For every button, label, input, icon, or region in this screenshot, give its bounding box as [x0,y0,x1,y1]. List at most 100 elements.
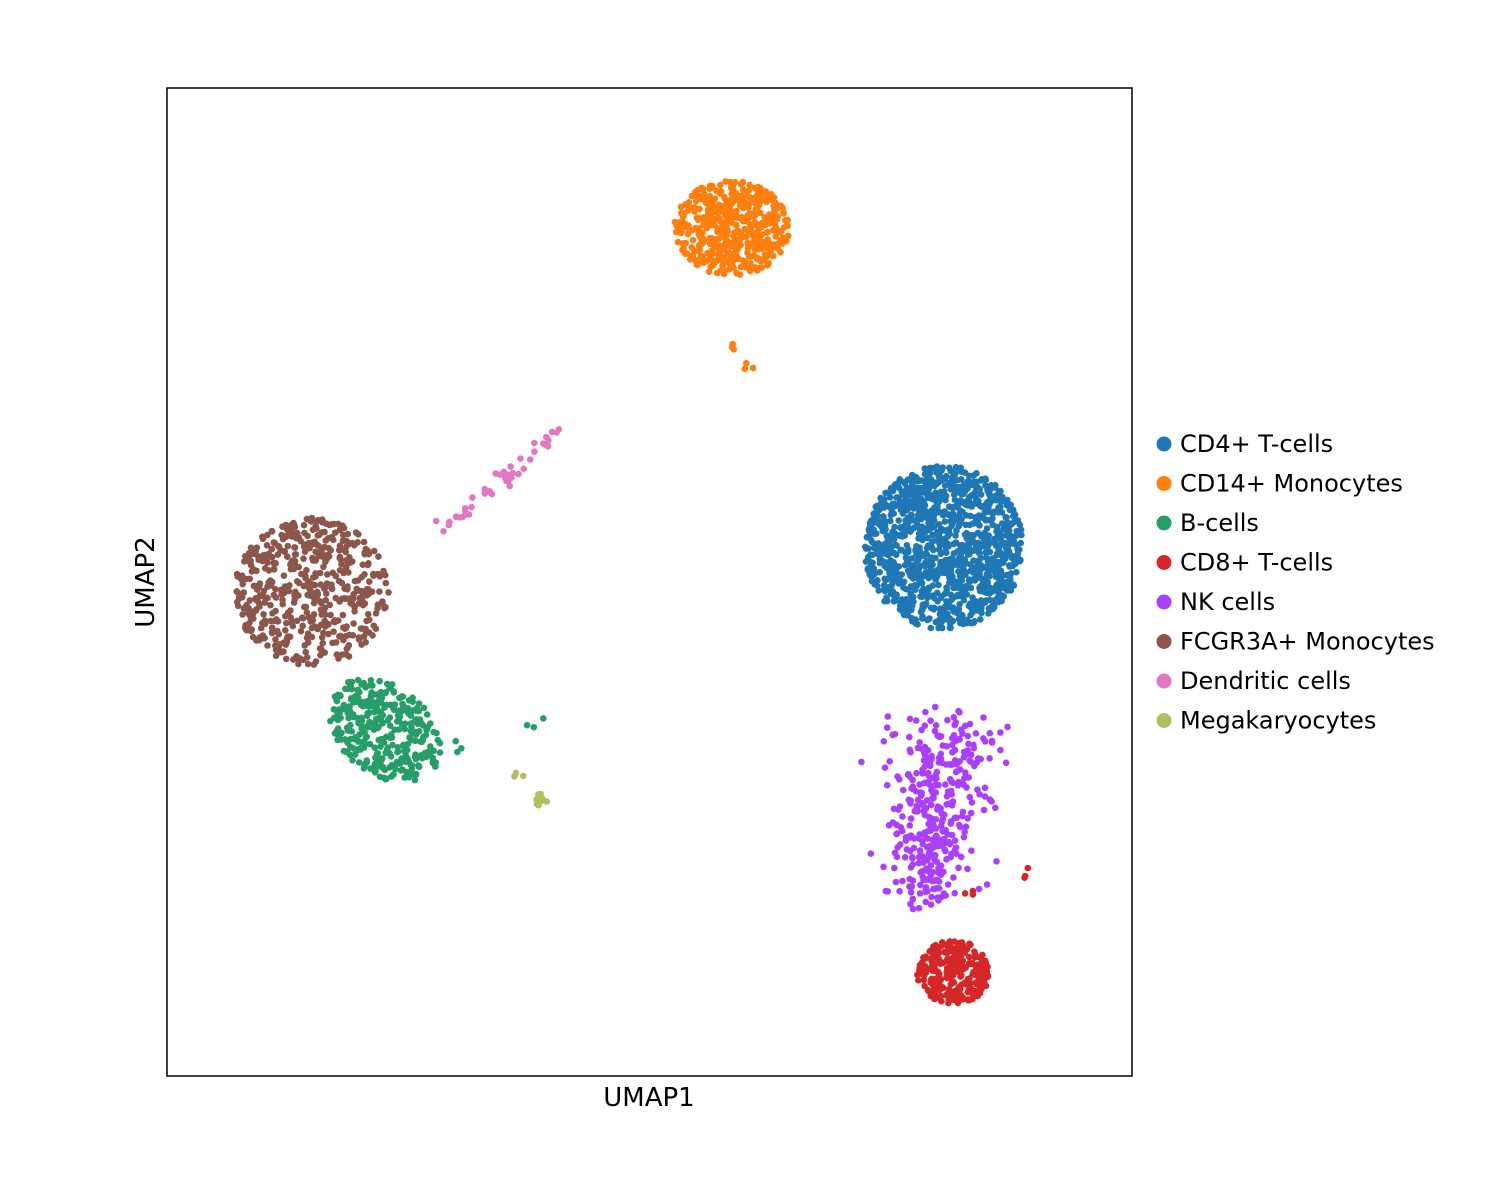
point-cd8-t-cells [972,979,980,986]
point-cd14-monocytes [744,218,751,225]
point-cd4-t-cells [990,562,997,570]
point-cd14-monocytes [696,231,704,239]
point-cd14-monocytes [771,208,778,215]
point-b-cells [423,726,430,734]
point-b-cells [355,746,363,753]
point-cd14-monocytes [696,246,703,254]
point-fcgr3a-monocytes [240,605,248,612]
point-fcgr3a-monocytes [297,627,305,635]
point-cd4-t-cells [918,532,925,539]
point-cd8-t-cells [930,950,937,958]
legend-label: FCGR3A+ Monocytes [1180,628,1435,656]
point-b-cells [360,702,368,709]
legend-marker [1156,594,1172,610]
point-cd4-t-cells [914,502,921,510]
point-cd8-t-cells [929,967,937,975]
point-fcgr3a-monocytes [304,581,311,588]
point-nk-cells [881,764,889,771]
point-nk-cells [880,863,887,871]
point-b-cells [407,720,415,727]
point-fcgr3a-monocytes [301,642,309,649]
point-fcgr3a-monocytes [345,569,352,576]
point-nk-cells [921,831,929,839]
point-cd4-t-cells [938,624,946,632]
point-b-cells [415,763,423,771]
point-dendritic-cells [507,463,514,470]
point-fcgr3a-monocytes [322,596,330,604]
point-fcgr3a-monocytes [284,553,291,560]
point-cd4-t-cells [937,548,945,556]
point-fcgr3a-monocytes [302,575,309,582]
point-cd4-t-cells [969,520,977,527]
point-fcgr3a-monocytes [338,560,345,568]
point-cd4-t-cells [897,524,904,531]
point-dendritic-cells [469,494,476,501]
legend-label: B-cells [1180,509,1259,537]
point-fcgr3a-monocytes [274,551,282,558]
point-cd8-t-cells [970,988,977,996]
point-nk-cells [899,877,906,885]
point-nk-cells [907,864,915,871]
point-cd14-monocytes [757,185,765,193]
point-cd4-t-cells [966,541,973,548]
point-b-cells [369,682,376,689]
point-cd4-t-cells [928,524,935,532]
point-cd4-t-cells [976,572,983,580]
point-cd4-t-cells [964,477,972,485]
point-cd4-t-cells [919,615,926,622]
point-dendritic-cells [520,465,527,473]
point-cd14-monocytes [747,260,754,267]
point-dendritic-cells [539,440,547,447]
point-b-cells [368,700,375,707]
point-cd8-t-cells [952,997,960,1004]
point-cd4-t-cells [922,550,930,557]
point-cd14-monocytes [720,243,727,251]
point-fcgr3a-monocytes [361,571,368,578]
point-b-cells [390,705,398,712]
point-b-cells [386,722,394,729]
point-fcgr3a-monocytes [253,637,260,644]
point-b-cells [419,754,426,762]
point-fcgr3a-monocytes [298,614,306,621]
point-nk-cells [966,793,974,801]
point-fcgr3a-monocytes [275,543,282,550]
point-nk-cells [968,799,976,806]
point-b-cells [378,764,386,771]
point-b-cells [523,721,531,729]
point-fcgr3a-monocytes [302,648,310,656]
point-fcgr3a-monocytes [272,636,279,643]
point-cd4-t-cells [929,605,936,612]
point-megakaryocytes [536,792,543,800]
point-cd4-t-cells [958,554,966,562]
point-b-cells [362,734,370,741]
point-cd8-t-cells [938,997,945,1005]
point-nk-cells [935,836,943,843]
point-fcgr3a-monocytes [335,577,343,585]
point-cd4-t-cells [977,616,984,623]
point-fcgr3a-monocytes [246,597,254,604]
point-b-cells [388,773,395,780]
point-fcgr3a-monocytes [239,611,246,618]
point-fcgr3a-monocytes [241,624,249,632]
point-fcgr3a-monocytes [362,625,369,633]
point-cd4-t-cells [916,574,924,582]
point-b-cells [371,744,379,751]
point-fcgr3a-monocytes [355,636,363,643]
point-fcgr3a-monocytes [234,602,242,610]
point-b-cells [359,723,367,731]
point-b-cells [352,698,360,706]
point-fcgr3a-monocytes [282,627,289,634]
point-b-cells [530,723,538,731]
point-cd4-t-cells [911,581,919,589]
point-cd4-t-cells [913,543,920,550]
point-fcgr3a-monocytes [345,653,353,660]
point-fcgr3a-monocytes [344,559,352,567]
point-cd4-t-cells [950,478,957,485]
point-cd4-t-cells [904,567,912,575]
point-cd14-monocytes [728,259,735,267]
point-fcgr3a-monocytes [282,655,290,663]
point-fcgr3a-monocytes [322,623,329,630]
point-nk-cells [913,769,920,777]
point-nk-cells [891,864,898,872]
point-fcgr3a-monocytes [370,570,377,578]
